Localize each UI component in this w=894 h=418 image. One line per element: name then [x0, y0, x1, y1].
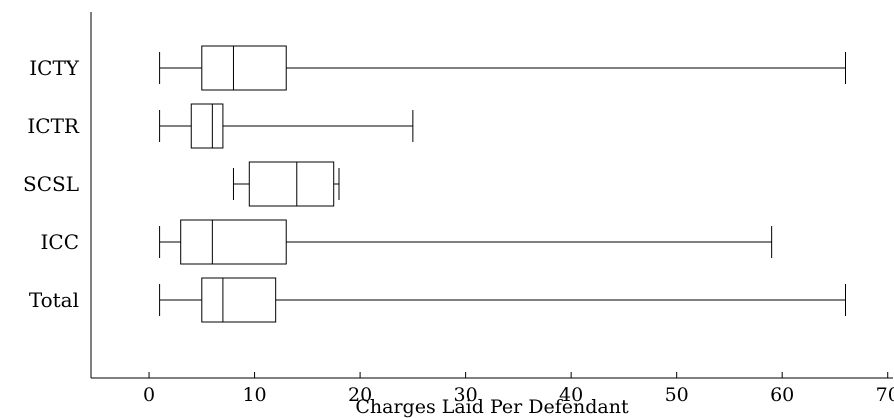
- y-tick-label: ICTR: [27, 114, 80, 138]
- box-scsl: [232, 161, 340, 207]
- iqr-box: [201, 277, 277, 323]
- x-tick-label: 60: [770, 384, 794, 406]
- box-total: [159, 277, 847, 323]
- y-tick-label: Total: [29, 288, 79, 312]
- y-tick-label: ICC: [40, 230, 79, 254]
- box-ictr: [159, 103, 414, 149]
- x-axis-label: Charges Laid Per Defendant: [355, 396, 629, 418]
- iqr-box: [180, 219, 287, 265]
- x-tick-label: 20: [348, 384, 372, 406]
- iqr-box: [201, 45, 287, 91]
- y-tick-label: SCSL: [23, 172, 79, 196]
- x-axis-ticks: 0 10 20 30 40 50 60 70: [143, 372, 894, 406]
- x-tick-label: 70: [876, 384, 894, 406]
- x-tick-label: 50: [665, 384, 689, 406]
- iqr-box: [190, 103, 224, 149]
- box-icc: [159, 219, 773, 265]
- x-tick-label: 10: [242, 384, 266, 406]
- x-tick-label: 0: [143, 384, 155, 406]
- iqr-box: [248, 161, 335, 207]
- y-tick-label: ICTY: [29, 56, 80, 80]
- chart-boxes: [159, 45, 847, 323]
- x-tick-label: 30: [454, 384, 478, 406]
- x-tick-label: 40: [559, 384, 583, 406]
- chart-axes: [90, 12, 893, 379]
- box-icty: [159, 45, 847, 91]
- y-axis-labels: ICTY ICTR SCSL ICC Total: [23, 56, 80, 312]
